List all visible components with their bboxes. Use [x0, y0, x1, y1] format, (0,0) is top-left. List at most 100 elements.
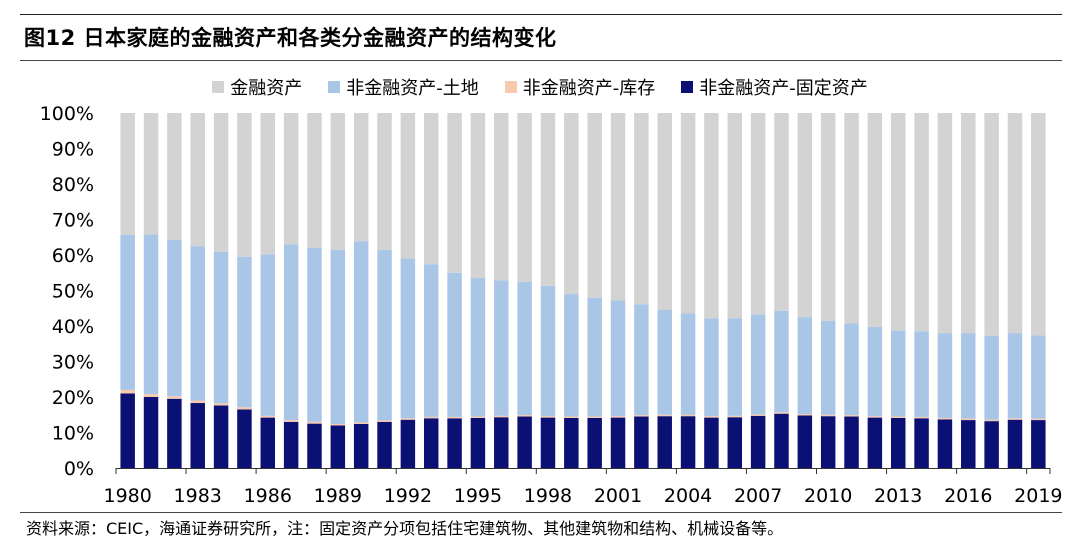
bar-segment-fixed-2009: [797, 415, 813, 468]
bar-segment-financial-1988: [307, 113, 322, 248]
x-tick-label: 1989: [314, 485, 362, 507]
bar-segment-land-1983: [190, 246, 205, 401]
bar-segment-financial-1983: [190, 113, 205, 247]
legend-item-inventory: 非金融资产-库存: [504, 74, 656, 100]
bar-segment-land-1992: [400, 258, 416, 419]
legend-label-inventory: 非金融资产-库存: [522, 78, 656, 99]
bar-segment-financial-2015: [937, 113, 953, 334]
bar-segment-fixed-2002: [634, 416, 649, 468]
bar-segment-fixed-1993: [423, 418, 439, 468]
bar-segment-financial-1998: [540, 113, 556, 286]
bar-segment-land-1986: [260, 254, 276, 416]
bar-segment-land-1982: [167, 239, 182, 397]
y-tick-label: 10%: [52, 423, 94, 445]
bar-segment-inventory-1999: [564, 416, 579, 418]
bar-segment-fixed-1999: [564, 417, 579, 468]
bar-segment-financial-1993: [423, 113, 439, 265]
bar-segment-fixed-2011: [844, 416, 859, 468]
x-tick-label: 2013: [874, 485, 922, 507]
bar-segment-financial-2008: [774, 113, 789, 311]
legend-label-fixed: 非金融资产-固定资产: [699, 78, 868, 99]
bar-segment-financial-2010: [820, 113, 836, 322]
bar-segment-financial-1995: [470, 113, 486, 279]
bar-segment-fixed-2004: [680, 416, 696, 468]
x-tick-label: 2019: [1014, 485, 1062, 507]
bar-segment-fixed-1982: [167, 398, 182, 468]
bar-segment-inventory-1980: [120, 389, 135, 394]
bar-segment-financial-1982: [167, 113, 182, 240]
bar-segment-land-1993: [423, 264, 439, 417]
legend-label-land: 非金融资产-土地: [346, 78, 479, 99]
bar-segment-inventory-1993: [423, 416, 439, 419]
bar-segment-fixed-2015: [937, 419, 953, 468]
bar-segment-land-1999: [564, 294, 579, 417]
bar-segment-inventory-2016: [961, 418, 976, 421]
bar-segment-fixed-1987: [283, 421, 299, 468]
bar-segment-land-1998: [540, 285, 556, 417]
bar-segment-financial-2006: [727, 113, 743, 319]
chart-title: 图12 日本家庭的金融资产和各类分金融资产的结构变化: [24, 26, 557, 50]
bar-segment-inventory-1996: [494, 415, 509, 418]
bar-segment-financial-2018: [1007, 113, 1023, 334]
bar-segment-inventory-1984: [213, 403, 229, 406]
bar-segment-land-2015: [937, 333, 953, 418]
bar-segment-land-2019: [1031, 335, 1046, 419]
bar-segment-land-2001: [610, 300, 626, 417]
bar-segment-land-2018: [1007, 333, 1023, 419]
bar-segment-inventory-1987: [283, 420, 299, 422]
bar-segment-fixed-1992: [400, 419, 416, 468]
bar-segment-fixed-1994: [447, 418, 462, 468]
bar-segment-inventory-2009: [797, 414, 813, 416]
bar-segment-inventory-1988: [307, 421, 322, 424]
bar-segment-financial-2005: [704, 113, 719, 319]
x-tick-label: 1998: [524, 485, 572, 507]
title-rule: [20, 60, 1062, 61]
y-tick-label: 80%: [52, 174, 94, 196]
bar-segment-fixed-1986: [260, 417, 276, 468]
bar-segment-financial-1997: [517, 113, 532, 282]
bar-segment-land-2006: [727, 318, 743, 416]
bar-segment-land-1996: [494, 280, 509, 416]
bar-segment-fixed-2016: [961, 420, 976, 468]
bar-segment-financial-2007: [750, 113, 766, 315]
legend-swatch-land: [328, 81, 341, 93]
bar-segment-inventory-2014: [914, 416, 929, 419]
bar-segment-land-2000: [587, 297, 602, 417]
bar-segment-land-2017: [984, 335, 999, 420]
bar-segment-financial-2019: [1031, 113, 1046, 336]
bar-segment-fixed-1983: [190, 403, 205, 468]
bar-segment-fixed-2014: [914, 418, 929, 468]
bar-segment-fixed-1989: [330, 425, 346, 468]
bar-segment-financial-1986: [260, 113, 276, 255]
bar-segment-inventory-2002: [634, 415, 649, 417]
bar-segment-land-1988: [307, 247, 322, 422]
bar-segment-financial-1984: [213, 113, 229, 252]
y-tick-label: 50%: [52, 281, 94, 303]
y-tick-label: 100%: [40, 103, 94, 125]
bar-segment-land-2011: [844, 323, 859, 416]
bar-segment-inventory-2019: [1031, 418, 1046, 421]
bar-segment-financial-2012: [867, 113, 883, 327]
bar-segment-financial-2016: [961, 113, 976, 334]
bar-segment-land-2007: [750, 314, 766, 415]
bar-segment-fixed-2008: [774, 413, 789, 468]
bar-segment-inventory-1997: [517, 415, 532, 417]
bar-segment-inventory-1994: [447, 416, 462, 419]
bar-segment-land-2002: [634, 304, 649, 416]
bar-segment-inventory-1986: [260, 415, 276, 418]
bar-segment-inventory-1981: [143, 394, 159, 397]
bar-segment-inventory-2005: [704, 416, 719, 418]
bar-segment-inventory-1983: [190, 400, 205, 404]
bar-segment-land-1991: [377, 250, 392, 421]
bar-segment-land-2008: [774, 310, 789, 413]
bar-segment-inventory-1998: [540, 416, 556, 418]
bar-segment-fixed-1984: [213, 405, 229, 468]
bar-segment-land-1987: [283, 244, 299, 421]
legend-item-fixed: 非金融资产-固定资产: [681, 74, 868, 100]
source-note: 资料来源：CEIC，海通证券研究所，注：固定资产分项包括住宅建筑物、其他建筑物和…: [26, 519, 784, 538]
x-tick-label: 2016: [944, 485, 992, 507]
x-tick-label: 1986: [244, 485, 292, 507]
bar-segment-financial-2013: [890, 113, 906, 331]
y-tick-label: 60%: [52, 245, 94, 267]
